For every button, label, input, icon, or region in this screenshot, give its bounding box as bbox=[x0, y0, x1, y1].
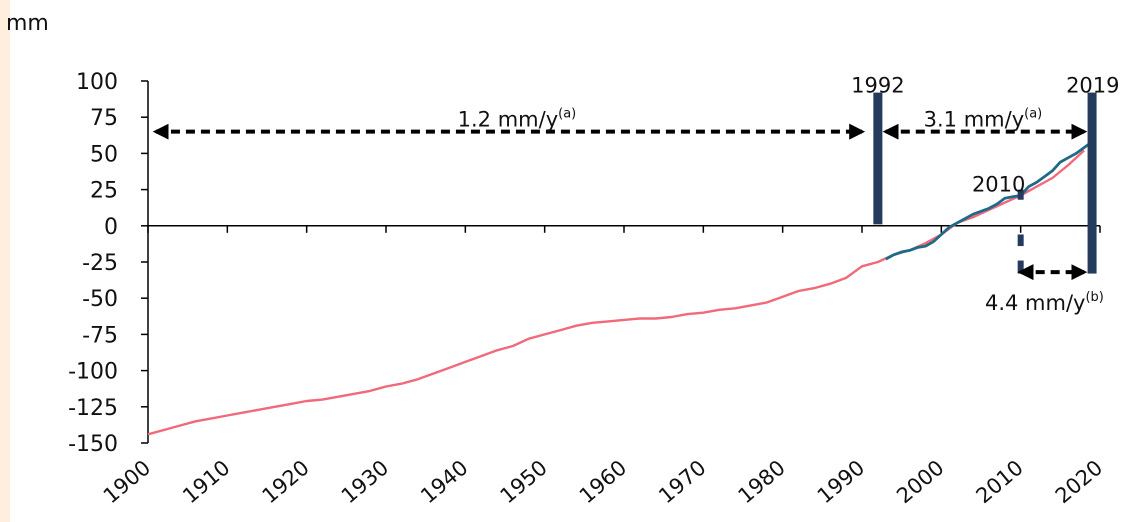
satellite-series-line bbox=[885, 140, 1093, 261]
series-layer bbox=[147, 140, 1093, 436]
rate-footnote-ref: (a) bbox=[1024, 107, 1042, 122]
y-tick-label: 100 bbox=[76, 70, 118, 95]
rate-value: 4.4 mm/y bbox=[985, 291, 1086, 315]
tide-gauge-series-line bbox=[147, 149, 1085, 436]
marker-label-2010: 2010 bbox=[972, 173, 1025, 197]
x-axis: 1900 1910 1920 1930 1940 1950 1960 1970 1980 1990… bbox=[99, 225, 1107, 508]
rate-label-1: 3.1 mm/y(a) bbox=[924, 107, 1043, 132]
x-tick-label: 1980 bbox=[734, 455, 790, 508]
x-tick-label: 2010 bbox=[972, 455, 1028, 508]
x-tick-label: 1930 bbox=[337, 455, 393, 508]
x-tick-label: 1990 bbox=[813, 455, 869, 508]
x-tick-label: 1900 bbox=[99, 455, 155, 508]
marker-label-2019: 2019 bbox=[1066, 74, 1119, 98]
year-markers: 1992 2019 2010 bbox=[851, 74, 1120, 274]
y-axis-unit-label: mm bbox=[6, 11, 49, 36]
y-tick-label: 50 bbox=[90, 142, 118, 167]
y-tick-label: -75 bbox=[82, 323, 118, 348]
left-edge-strip bbox=[0, 0, 10, 522]
rate-value: 1.2 mm/y bbox=[458, 108, 559, 132]
marker-bar-1992 bbox=[873, 92, 883, 225]
rate-footnote-ref: (a) bbox=[558, 107, 576, 122]
y-tick-label: -50 bbox=[82, 287, 118, 312]
y-axis: 100 75 50 25 0 -25 -50 -75 -100 -125 -150 bbox=[68, 70, 149, 457]
x-tick-label: 1950 bbox=[496, 455, 552, 508]
marker-bar-2010-upper bbox=[1017, 189, 1024, 200]
rate-annotations: 1.2 mm/y(a) 3.1 mm/y(a)4.4 mm/y(b) bbox=[152, 107, 1104, 315]
y-tick-label: 25 bbox=[90, 179, 118, 204]
rate-value: 3.1 mm/y bbox=[924, 108, 1025, 132]
x-tick-label: 1920 bbox=[258, 455, 314, 508]
x-tick-label: 2020 bbox=[1051, 455, 1107, 508]
rate-footnote-ref: (b) bbox=[1085, 290, 1103, 305]
y-tick-label: -125 bbox=[68, 396, 118, 421]
y-tick-label: -150 bbox=[68, 432, 118, 457]
x-tick-label: 1940 bbox=[416, 455, 472, 508]
y-tick-label: -100 bbox=[68, 360, 118, 385]
y-tick-label: -25 bbox=[82, 251, 118, 276]
y-tick-label: 0 bbox=[104, 215, 118, 240]
x-tick-label: 1910 bbox=[178, 455, 234, 508]
x-tick-label: 2000 bbox=[892, 455, 948, 508]
y-tick-label: 75 bbox=[90, 106, 118, 131]
x-tick-label: 1970 bbox=[654, 455, 710, 508]
marker-label-1992: 1992 bbox=[851, 74, 904, 98]
rate-label-0: 1.2 mm/y(a) bbox=[458, 107, 577, 132]
marker-bar-2019 bbox=[1087, 92, 1097, 274]
rate-label-2: 4.4 mm/y(b) bbox=[985, 290, 1104, 315]
x-tick-label: 1960 bbox=[575, 455, 631, 508]
marker-bar-2010-middle bbox=[1017, 234, 1024, 247]
